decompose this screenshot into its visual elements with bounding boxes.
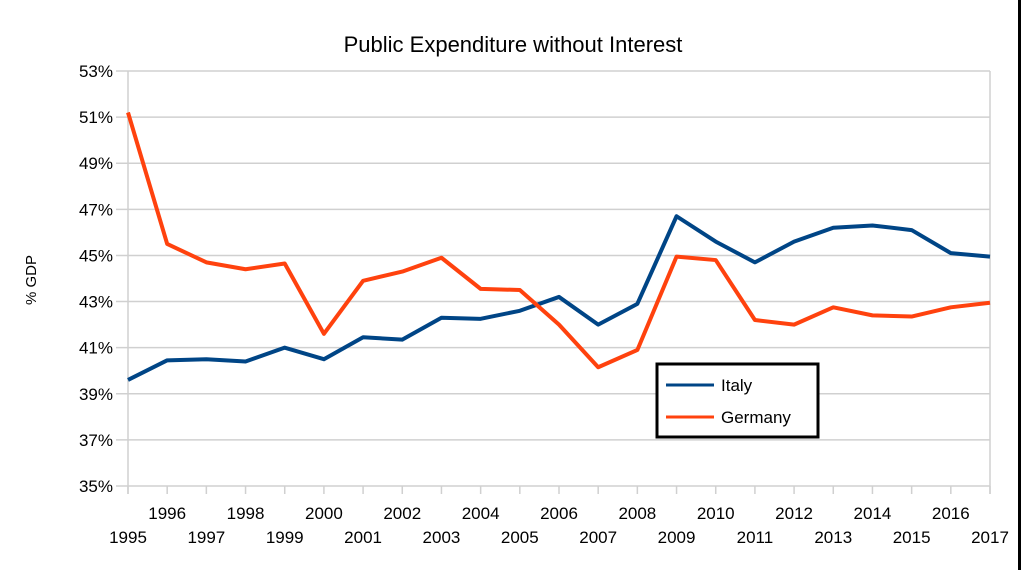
x-tick-label: 2017 [971, 528, 1009, 547]
series-line-germany [126, 111, 991, 370]
x-tick-label: 2015 [893, 528, 931, 547]
y-tick-label: 51% [79, 108, 113, 127]
x-tick-label: 2014 [854, 504, 892, 523]
y-tick-label: 53% [79, 62, 113, 81]
y-tick-label: 39% [79, 385, 113, 404]
x-tick-label: 1999 [266, 528, 304, 547]
x-tick-label: 2013 [814, 528, 852, 547]
x-tick-label: 2001 [344, 528, 382, 547]
x-tick-label: 1996 [148, 504, 186, 523]
y-tick-label: 43% [79, 293, 113, 312]
x-tick-label: 2003 [423, 528, 461, 547]
x-tick-label: 2009 [658, 528, 696, 547]
x-tick-label: 2002 [383, 504, 421, 523]
x-tick-label: 1997 [187, 528, 225, 547]
y-tick-label: 41% [79, 339, 113, 358]
x-tick-label: 1995 [109, 528, 147, 547]
y-tick-label: 47% [79, 200, 113, 219]
legend: Italy Germany [655, 362, 820, 439]
x-tick-label: 2000 [305, 504, 343, 523]
x-tick-label: 2005 [501, 528, 539, 547]
x-tick-label: 2010 [697, 504, 735, 523]
x-tick-label: 2004 [462, 504, 500, 523]
x-tick-label: 2016 [932, 504, 970, 523]
x-tick-label: 2011 [737, 528, 774, 547]
legend-label-italy: Italy [721, 376, 753, 395]
series-line-italy [127, 214, 991, 382]
right-border [1018, 0, 1021, 570]
y-tick-label: 49% [79, 154, 113, 173]
y-axis-label: % GDP [23, 255, 40, 305]
y-tick-label: 37% [79, 431, 113, 450]
x-tick-label: 2006 [540, 504, 578, 523]
chart-title: Public Expenditure without Interest [344, 32, 683, 57]
x-tick-label: 2007 [579, 528, 617, 547]
legend-label-germany: Germany [721, 408, 791, 427]
y-tick-label: 45% [79, 246, 113, 265]
x-tick-label: 1998 [227, 504, 265, 523]
x-tick-label: 2012 [775, 504, 813, 523]
y-tick-label: 35% [79, 477, 113, 496]
x-tick-label: 2008 [618, 504, 656, 523]
